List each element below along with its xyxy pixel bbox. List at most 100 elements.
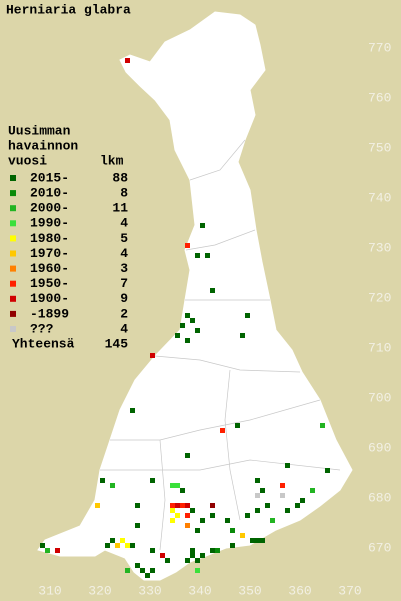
east-label: 310 <box>38 583 61 598</box>
legend-total-label: Yhteensä <box>12 336 75 351</box>
record-square <box>215 548 220 553</box>
legend-label: ??? <box>30 321 54 336</box>
record-square <box>195 528 200 533</box>
north-label: 670 <box>368 540 391 555</box>
record-square <box>55 548 60 553</box>
legend-count: 7 <box>120 276 128 291</box>
record-square <box>185 243 190 248</box>
north-label: 770 <box>368 40 391 55</box>
record-square <box>130 543 135 548</box>
north-label: 690 <box>368 440 391 455</box>
legend-count: 3 <box>120 261 128 276</box>
record-square <box>240 533 245 538</box>
record-square <box>40 543 45 548</box>
record-square <box>110 483 115 488</box>
axis-labels: 770 760 750 740 730 720 710 700 690 680 670 310 320 3… <box>38 40 391 598</box>
record-square <box>285 463 290 468</box>
legend-swatch <box>10 295 16 302</box>
records <box>40 58 330 578</box>
record-square <box>200 223 205 228</box>
record-square <box>150 548 155 553</box>
record-square <box>150 568 155 573</box>
east-label: 350 <box>238 583 261 598</box>
north-label: 680 <box>368 490 391 505</box>
record-square <box>115 543 120 548</box>
record-square <box>170 483 175 488</box>
north-label: 710 <box>368 340 391 355</box>
record-square <box>325 468 330 473</box>
record-square <box>135 563 140 568</box>
record-square <box>180 488 185 493</box>
legend-label: 2015- <box>30 170 69 185</box>
legend-swatch <box>10 326 16 332</box>
record-square <box>220 428 225 433</box>
record-square <box>200 553 205 558</box>
record-square <box>95 503 100 508</box>
legend-label: 2000- <box>30 201 69 216</box>
record-square <box>195 558 200 563</box>
east-label: 360 <box>288 583 311 598</box>
record-square <box>110 538 115 543</box>
record-square <box>230 528 235 533</box>
record-square <box>210 548 215 553</box>
map-title: Herniaria glabra <box>6 2 131 17</box>
record-square <box>210 288 215 293</box>
record-square <box>260 488 265 493</box>
record-square <box>150 478 155 483</box>
record-square <box>185 313 190 318</box>
legend-swatch <box>10 235 16 242</box>
record-square <box>245 313 250 318</box>
record-square <box>140 568 145 573</box>
record-square <box>210 503 215 508</box>
record-square <box>125 58 130 63</box>
record-square <box>170 518 175 523</box>
record-square <box>185 503 190 508</box>
record-square <box>205 253 210 258</box>
legend-count: 4 <box>120 321 128 336</box>
legend-heading: havainnon <box>8 138 78 153</box>
record-square <box>170 503 175 508</box>
east-label: 340 <box>188 583 211 598</box>
legend-swatch <box>10 265 16 272</box>
record-square <box>100 478 105 483</box>
record-square <box>210 513 215 518</box>
legend-swatch <box>10 220 16 227</box>
legend-swatch <box>10 250 16 257</box>
record-square <box>135 523 140 528</box>
record-square <box>255 493 260 498</box>
record-square <box>105 543 110 548</box>
legend-count: 2 <box>120 306 128 321</box>
record-square <box>175 503 180 508</box>
record-square <box>185 558 190 563</box>
record-square <box>45 548 50 553</box>
region-borders <box>100 139 341 551</box>
record-square <box>125 568 130 573</box>
record-square <box>175 483 180 488</box>
legend-count: 4 <box>120 216 128 231</box>
record-square <box>165 558 170 563</box>
record-square <box>170 508 175 513</box>
record-square <box>260 538 265 543</box>
record-square <box>190 508 195 513</box>
north-label: 700 <box>368 390 391 405</box>
legend-label: 1950- <box>30 276 69 291</box>
record-square <box>185 453 190 458</box>
north-label: 730 <box>368 240 391 255</box>
legend-heading: vuosi <box>8 153 47 168</box>
record-square <box>185 338 190 343</box>
record-square <box>180 503 185 508</box>
north-label: 740 <box>368 190 391 205</box>
legend-swatch <box>10 205 16 212</box>
record-square <box>195 253 200 258</box>
record-square <box>255 508 260 513</box>
record-square <box>150 353 155 358</box>
record-square <box>195 568 200 573</box>
record-square <box>175 333 180 338</box>
record-square <box>120 538 125 543</box>
legend-swatch <box>10 280 16 287</box>
record-square <box>285 508 290 513</box>
record-square <box>135 503 140 508</box>
